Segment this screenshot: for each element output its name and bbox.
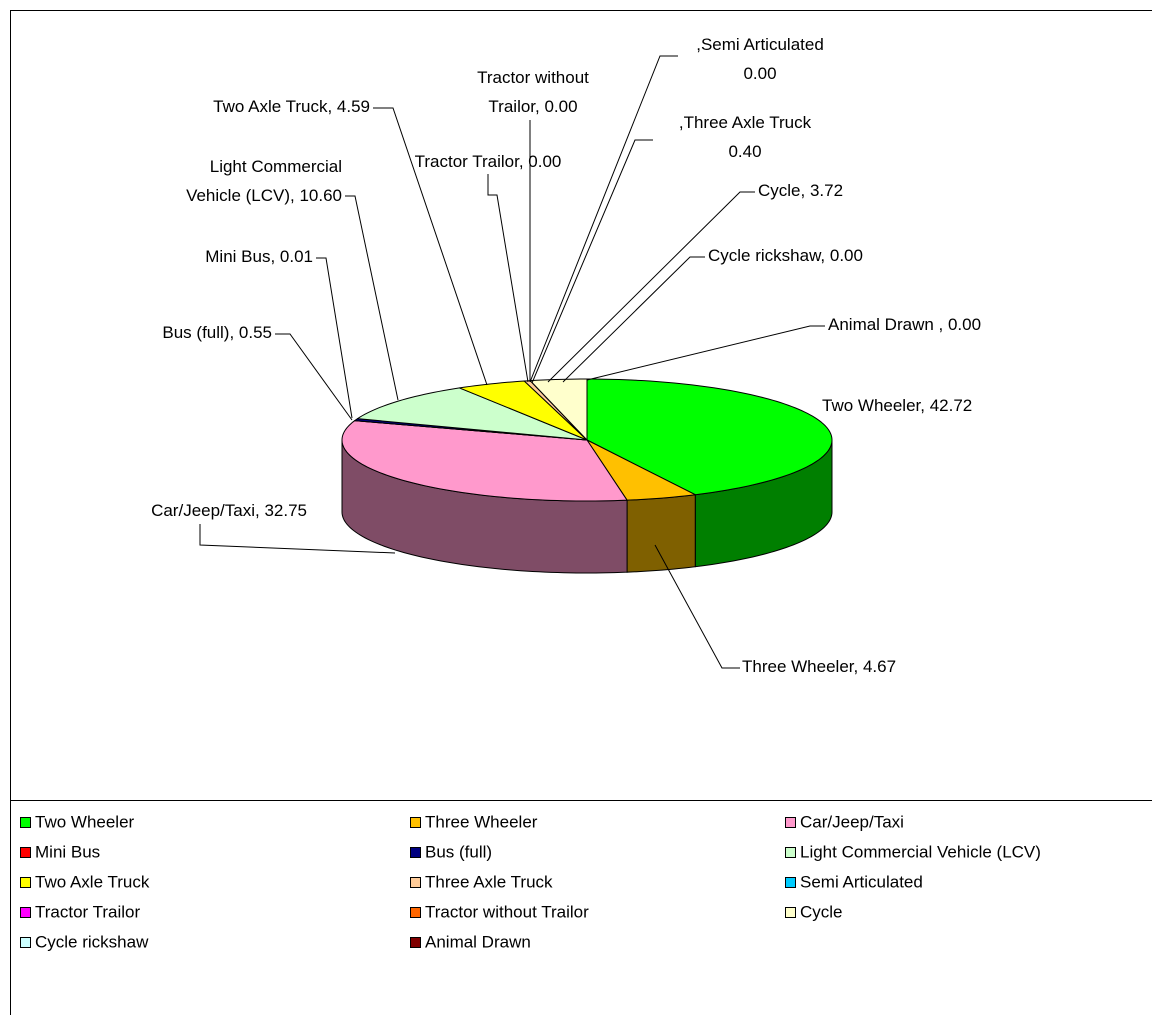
data-label: Two Wheeler, 42.72 <box>822 396 972 415</box>
leader-line <box>199 524 396 554</box>
data-label-line: Three Wheeler, 4.67 <box>742 657 896 676</box>
legend-swatch <box>410 847 421 858</box>
slice <box>459 380 588 441</box>
legend-label: Tractor Trailor <box>35 902 141 921</box>
data-label: Tractor without Trailor, 0.00 <box>477 68 589 116</box>
legend-swatch <box>785 817 796 828</box>
data-label-line: Two Axle Truck, 4.59 <box>213 97 370 116</box>
legend-swatch <box>785 877 796 888</box>
data-label: Light Commercial Vehicle (LCV), 10.60 <box>186 157 342 205</box>
data-label: Tractor Trailor, 0.00 <box>415 152 562 171</box>
data-label-line: Light Commercial <box>210 157 342 176</box>
data-label: Animal Drawn , 0.00 <box>828 315 981 334</box>
data-label-line: Car/Jeep/Taxi, 32.75 <box>151 501 307 520</box>
data-label-line: 0.40 <box>728 142 761 161</box>
legend-label: Animal Drawn <box>425 932 531 951</box>
slice <box>586 378 833 496</box>
leader-line <box>654 544 740 669</box>
legend-swatch <box>410 817 421 828</box>
leader-line <box>529 55 678 383</box>
slice <box>341 420 628 502</box>
leader-line <box>373 107 488 386</box>
legend-swatch <box>410 907 421 918</box>
legend-label: Bus (full) <box>425 842 492 861</box>
legend-swatch <box>20 877 31 888</box>
data-label: Mini Bus, 0.01 <box>205 247 313 266</box>
legend-label: Cycle rickshaw <box>35 932 149 951</box>
legend-box <box>10 800 1152 1015</box>
legend-label: Mini Bus <box>35 842 100 861</box>
data-label-line: Trailor, 0.00 <box>488 97 577 116</box>
legend-label: Tractor without Trailor <box>425 902 589 921</box>
slice <box>357 387 588 441</box>
data-label-line: Animal Drawn , 0.00 <box>828 315 981 334</box>
data-label-line: Mini Bus, 0.01 <box>205 247 313 266</box>
legend-label: Three Axle Truck <box>425 872 553 891</box>
slice <box>586 439 696 501</box>
legend-swatch <box>20 907 31 918</box>
data-label: ,Three Axle Truck 0.40 <box>679 113 812 161</box>
leader-line <box>562 256 705 383</box>
data-label-line: Tractor Trailor, 0.00 <box>415 152 562 171</box>
legend-swatch <box>20 937 31 948</box>
legend-label: Two Wheeler <box>35 812 135 831</box>
legend-label: Car/Jeep/Taxi <box>800 812 904 831</box>
leader-line <box>487 174 529 383</box>
data-label-line: ,Semi Articulated <box>696 35 824 54</box>
legend-swatch <box>20 847 31 858</box>
legend-label: Semi Articulated <box>800 872 923 891</box>
legend-swatch <box>20 817 31 828</box>
leader-line <box>586 325 825 381</box>
data-label: Cycle rickshaw, 0.00 <box>708 246 863 265</box>
legend-label: Light Commercial Vehicle (LCV) <box>800 842 1041 861</box>
data-label-line: Two Wheeler, 42.72 <box>822 396 972 415</box>
legend-swatch <box>785 907 796 918</box>
data-label-line: 0.00 <box>743 64 776 83</box>
data-label: Two Axle Truck, 4.59 <box>213 97 370 116</box>
leader-line <box>547 191 755 383</box>
leader-line <box>275 333 353 421</box>
leader-line <box>316 257 353 419</box>
legend-swatch <box>410 937 421 948</box>
data-label-line: Cycle rickshaw, 0.00 <box>708 246 863 265</box>
data-label-line: Tractor without <box>477 68 589 87</box>
slice <box>529 378 588 441</box>
legend-swatch <box>410 877 421 888</box>
leader-line <box>531 139 653 384</box>
data-label-line: Vehicle (LCV), 10.60 <box>186 186 342 205</box>
slice-side <box>626 494 696 573</box>
data-label: Three Wheeler, 4.67 <box>742 657 896 676</box>
data-label-line: Cycle, 3.72 <box>758 181 843 200</box>
legend-label: Two Axle Truck <box>35 872 150 891</box>
data-label: ,Semi Articulated 0.00 <box>696 35 824 83</box>
legend-label: Three Wheeler <box>425 812 538 831</box>
data-label: Car/Jeep/Taxi, 32.75 <box>151 501 307 520</box>
legend-swatch <box>785 847 796 858</box>
data-label: Cycle, 3.72 <box>758 181 843 200</box>
data-label-line: Bus (full), 0.55 <box>162 323 272 342</box>
leader-line <box>345 195 399 401</box>
data-label-line: ,Three Axle Truck <box>679 113 812 132</box>
data-label: Bus (full), 0.55 <box>162 323 272 342</box>
legend-label: Cycle <box>800 902 843 921</box>
